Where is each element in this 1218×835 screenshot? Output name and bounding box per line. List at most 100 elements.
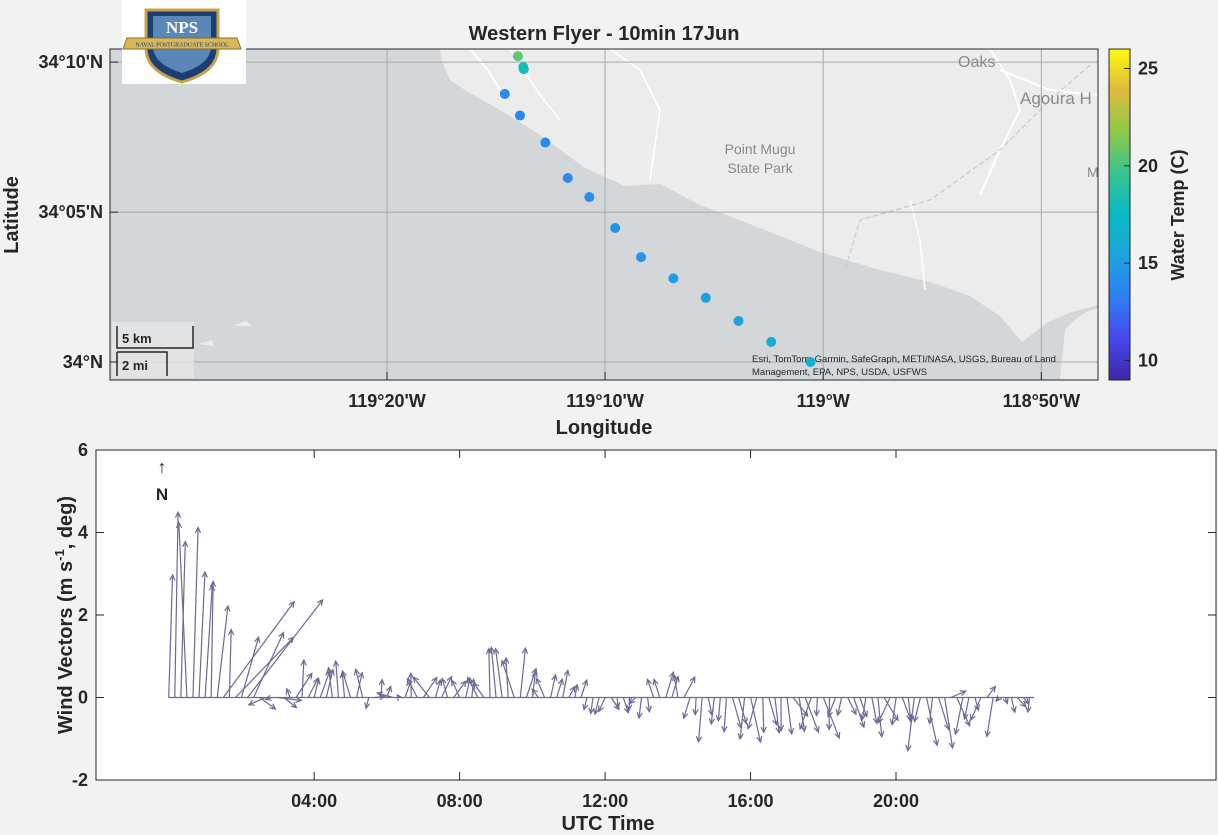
wind-vector xyxy=(434,680,441,698)
map-data-point xyxy=(805,357,816,368)
wind-vector xyxy=(707,697,713,716)
wind-vector-head xyxy=(467,676,473,684)
map-data-point xyxy=(562,172,573,183)
map-points xyxy=(499,51,816,368)
wind-vectors xyxy=(168,510,1035,753)
north-label: N xyxy=(156,485,168,504)
wind-vector xyxy=(216,605,229,698)
wind-vector xyxy=(891,697,897,725)
wind-vector xyxy=(325,669,334,698)
wind-vector-head xyxy=(503,656,510,664)
wind-vector-head xyxy=(1010,706,1017,714)
wind-vector-head xyxy=(485,647,493,655)
wind-y-axis-label-sup: -1 xyxy=(52,549,67,561)
wind-vector xyxy=(198,571,206,698)
wind-vector xyxy=(638,697,643,719)
map-tick-label-x: 118°50'W xyxy=(1003,391,1081,411)
wind-vector xyxy=(535,678,546,698)
wind-vector-head xyxy=(573,683,580,691)
wind-vector-head xyxy=(224,604,231,612)
map-tick-label-y: 34°10'N xyxy=(38,52,103,72)
wind-vector xyxy=(954,697,964,734)
wind-vector-head xyxy=(285,687,292,695)
map-tick-label-y: 34°N xyxy=(63,352,103,372)
map-data-point xyxy=(540,137,551,148)
wind-vector-head xyxy=(912,715,919,723)
wind-vector-head xyxy=(689,675,696,684)
wind-tick-label-y: 4 xyxy=(78,523,88,543)
wind-vector xyxy=(248,696,266,706)
wind-vector xyxy=(228,629,232,698)
wind-vector xyxy=(286,688,291,698)
wind-vector-head xyxy=(500,659,507,667)
wind-vector xyxy=(377,692,394,699)
wind-vector xyxy=(412,676,430,698)
wind-vector-head xyxy=(878,730,885,739)
wind-vector-head xyxy=(989,685,997,693)
wind-vector-head xyxy=(1002,697,1009,705)
map-panel: Oaks Agoura H Point Mugu State Park M 5 … xyxy=(1,23,1099,439)
wind-vector xyxy=(374,695,385,699)
wind-y-axis-label-main: Wind Vectors (m s xyxy=(55,561,77,734)
wind-vector-head xyxy=(306,672,313,680)
wind-vector xyxy=(283,697,297,708)
wind-vector xyxy=(622,697,629,714)
wind-vector-head xyxy=(760,726,767,734)
wind-vector-head xyxy=(834,731,841,740)
wind-vector xyxy=(1016,697,1027,708)
wind-vector xyxy=(473,682,485,698)
wind-vector xyxy=(683,697,691,719)
wind-vector xyxy=(247,599,324,698)
wind-vector xyxy=(768,697,778,725)
wind-vector xyxy=(240,636,260,698)
wind-vector xyxy=(501,660,515,698)
wind-vector-head xyxy=(671,673,679,682)
wind-vector xyxy=(925,697,938,746)
wind-vector xyxy=(938,697,950,730)
wind-vector-head xyxy=(695,736,703,744)
wind-vector-head xyxy=(593,708,600,716)
wind-vector xyxy=(974,697,979,711)
wind-vector-head xyxy=(646,678,653,686)
wind-vector-head xyxy=(325,669,331,678)
colorbar-label: Water Temp (C) xyxy=(1168,149,1188,280)
map-data-point xyxy=(766,336,777,347)
wind-vector xyxy=(859,697,868,717)
wind-vector-head xyxy=(877,716,884,724)
wind-vector xyxy=(731,697,742,728)
wind-vector-head xyxy=(314,677,321,685)
map-data-point xyxy=(514,110,525,121)
wind-vector xyxy=(313,678,320,698)
wind-vector-head xyxy=(892,714,899,722)
wind-vector-head xyxy=(964,719,971,727)
wind-vector-head xyxy=(948,741,955,750)
wind-vector xyxy=(697,697,703,742)
wind-vector-head xyxy=(969,713,976,722)
wind-tick-label-x: 20:00 xyxy=(873,791,919,811)
map-label-oaks: Oaks xyxy=(958,54,995,71)
wind-vector xyxy=(440,676,453,698)
map-road xyxy=(469,48,501,91)
colorbar-tick-label: 10 xyxy=(1138,351,1158,371)
wind-vector-head xyxy=(386,685,393,693)
wind-vector xyxy=(653,679,661,698)
wind-vector-head xyxy=(614,702,621,710)
wind-vector-head xyxy=(174,510,182,518)
map-road xyxy=(999,69,1099,96)
wind-vector xyxy=(598,697,606,712)
wind-vector-head xyxy=(826,723,833,731)
wind-vector xyxy=(335,661,340,698)
wind-vector-head xyxy=(827,710,833,718)
wind-vector xyxy=(762,697,765,733)
wind-vector xyxy=(647,697,651,712)
wind-vector xyxy=(204,585,213,698)
map-label-state-park: State Park xyxy=(727,160,793,176)
wind-vector xyxy=(950,690,966,699)
map-road xyxy=(609,48,661,181)
wind-vector-head xyxy=(962,712,969,721)
wind-vector xyxy=(847,697,857,715)
wind-tick-label-y: -2 xyxy=(72,770,88,790)
map-y-axis-label: Latitude xyxy=(1,176,23,254)
wind-vector xyxy=(723,697,728,732)
wind-vector-head xyxy=(201,570,208,578)
